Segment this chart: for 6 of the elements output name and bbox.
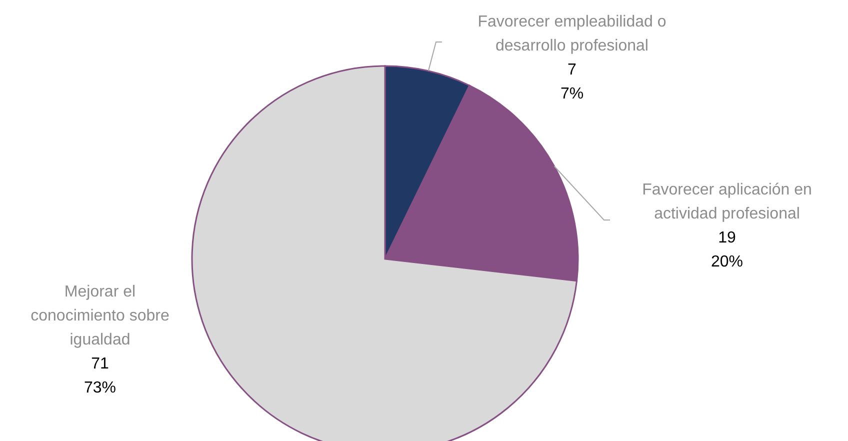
slice-label: Favorecer empleabilidad o desarrollo profesional — [478, 14, 666, 54]
data-label: 7 7% — [560, 62, 584, 102]
slice-label: Mejorar el conocimiento sobre igualdad — [30, 284, 170, 348]
data-label: 71 73% — [84, 356, 116, 396]
data-label: 19 20% — [710, 230, 744, 270]
slice-label: Favorecer aplicación en actividad profesional — [642, 182, 812, 222]
